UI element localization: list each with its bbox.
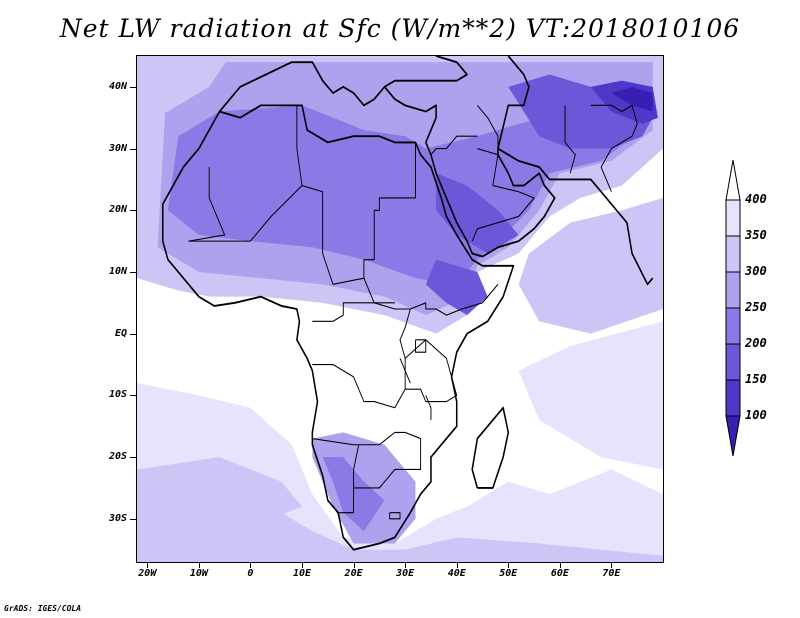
lon-tick-label: 60E [550,568,569,579]
lon-tick-mark [250,563,252,568]
lat-tick-mark [130,148,136,150]
lon-tick-label: 20W [138,568,157,579]
colorbar-swatch [725,307,741,345]
colorbar-level-label: 250 [745,300,767,314]
border-central-horn [363,277,499,316]
shade-region-indian-ocean-north [518,197,663,334]
arabia-india-coastline [425,141,654,286]
colorbar-level-label: 150 [745,372,767,386]
lat-tick-label: 20N [108,204,127,216]
shade-region-himalaya [611,86,653,112]
border-congo-car [312,302,395,322]
lon-tick-mark [198,563,200,568]
lon-tick-label: 0 [247,568,254,579]
colorbar-swatch [725,343,741,381]
colorbar-svg [725,160,741,457]
lat-tick-mark [130,210,136,212]
lon-tick-label: 40E [447,568,466,579]
colorbar-level-label: 350 [745,228,767,242]
lon-tick-mark [147,563,149,568]
lat-tick-mark [130,271,136,273]
lake-victoria [415,339,427,353]
border-drc [312,308,411,409]
mediterranean-north-coastline [218,56,468,113]
lat-tick-label: 20S [108,451,127,463]
map-title: Net LW radiation at Sfc (W/m**2) VT:2018… [59,14,741,43]
lon-tick-label: 70E [602,568,621,579]
colorbar-swatch [725,379,741,417]
border-iraq-iran [477,104,499,149]
colorbar-swatch [725,271,741,309]
border-saudi [471,148,535,242]
map-svg [137,56,663,562]
lon-tick-mark [559,563,561,568]
colorbar-level-label: 200 [745,336,767,350]
border-namibia-sa [338,487,355,514]
border-east-africa [404,339,458,403]
lon-tick-mark [508,563,510,568]
colorbar-level-label: 300 [745,264,767,278]
lon-tick-label: 30E [396,568,415,579]
lat-tick-label: 30S [108,512,127,524]
lat-tick-mark [130,86,136,88]
lat-tick-mark [130,457,136,459]
lon-tick-label: 20E [344,568,363,579]
colorbar-level-label: 100 [745,408,767,422]
lesotho-outline [389,512,401,520]
shade-region-atlantic-north [137,56,230,124]
lat-tick-mark [130,333,136,335]
shade-region-sahara [167,99,643,285]
border-pakistan [590,104,638,193]
border-iran-afghanistan [564,105,576,174]
lon-tick-mark [353,563,355,568]
lon-tick-mark [611,563,613,568]
lat-tick-mark [130,518,136,520]
lon-tick-label: 10W [189,568,208,579]
lat-tick-label: EQ [114,327,127,339]
colorbar-top-arrow [725,160,741,201]
border-west [188,167,226,242]
lon-tick-label: 50E [499,568,518,579]
radiation-fill-layer [137,56,663,562]
lat-tick-label: 30N [108,142,127,154]
lake-tanganyika [399,358,411,384]
border-north-central [188,142,416,285]
map-plot-area [136,55,664,563]
colorbar-swatch [725,235,741,273]
levant-coastline [383,86,437,143]
madagascar-coastline [471,406,510,489]
coastline-layer [162,56,654,551]
border-levant [430,135,478,156]
lon-tick-mark [405,563,407,568]
lon-tick-mark [302,563,304,568]
caspian-coastline [497,56,530,149]
lat-tick-mark [130,395,136,397]
lat-tick-label: 10N [108,265,127,277]
shade-region-iran [508,74,653,149]
lake-malawi [425,395,432,421]
lon-tick-mark [456,563,458,568]
shade-region-indian-ocean-mid [518,321,663,470]
colorbar-swatch [725,199,741,237]
lat-tick-label: 40N [108,80,127,92]
shade-region-south-atlantic [137,457,303,544]
colorbar-bottom-arrow [725,415,741,457]
africa-coastline [162,104,515,551]
border-algeria-libya [296,105,303,186]
grads-credit: GrADS: IGES/COLA [4,604,82,613]
lat-tick-label: 10S [108,389,127,401]
colorbar-level-label: 400 [745,192,767,206]
lon-tick-label: 10E [292,568,312,579]
shade-region-horn [425,259,488,316]
